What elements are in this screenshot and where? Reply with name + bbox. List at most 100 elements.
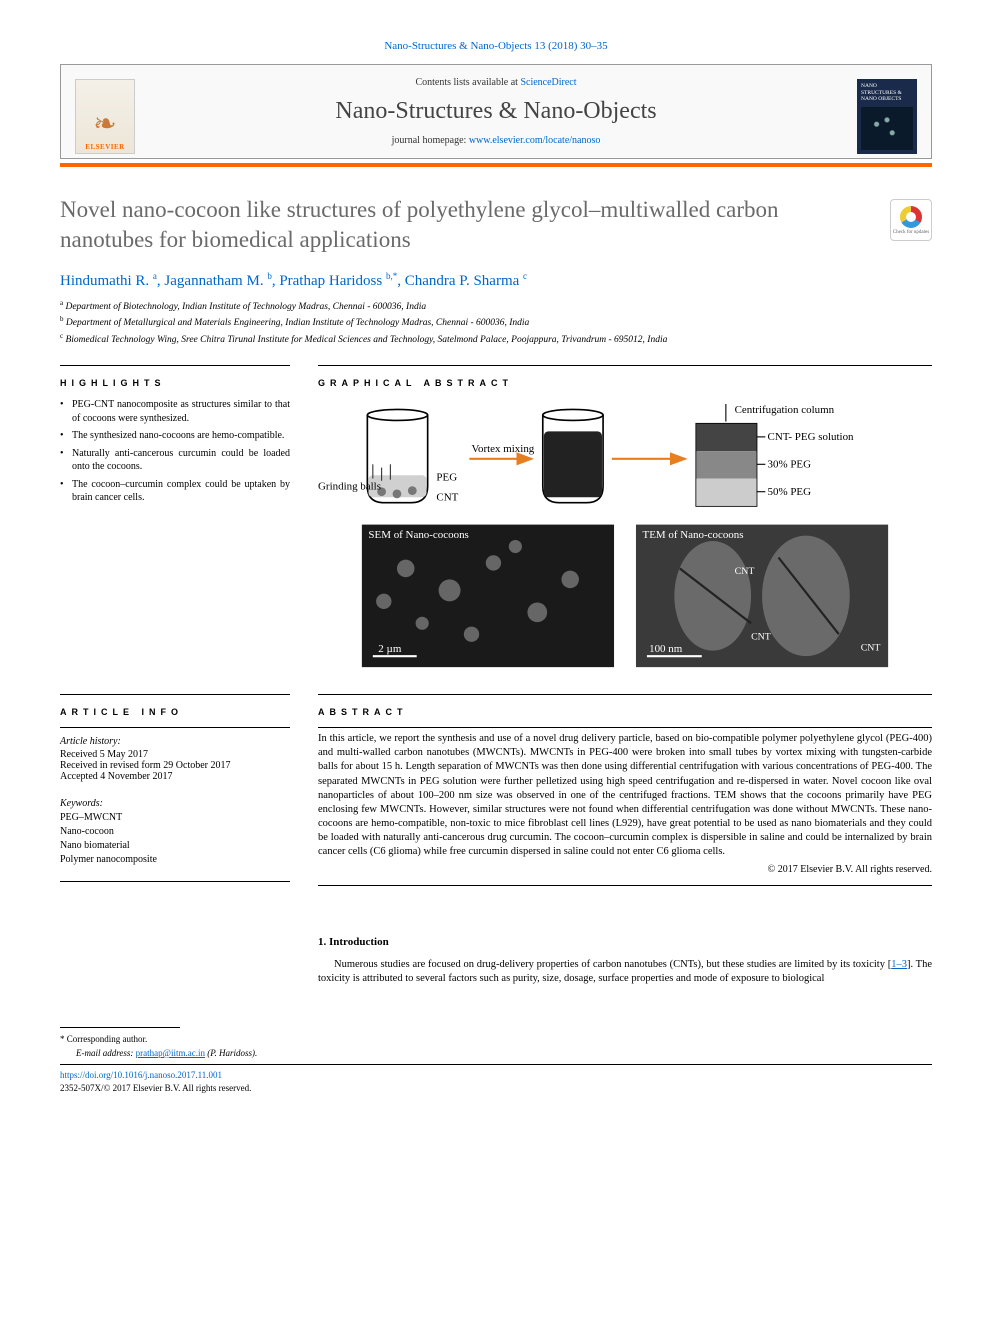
authors-line: Hindumathi R. a, Jagannatham M. b, Prath… <box>60 271 932 290</box>
ga-label-column: Centrifugation column <box>735 404 835 416</box>
sciencedirect-link[interactable]: ScienceDirect <box>520 77 576 88</box>
doi-link[interactable]: https://doi.org/10.1016/j.nanoso.2017.11… <box>60 1070 222 1080</box>
elsevier-text: ELSEVIER <box>85 143 124 151</box>
author: Jagannatham M. b <box>164 273 271 289</box>
journal-cover-thumbnail: NANO STRUCTURES & NANO OBJECTS <box>857 79 917 154</box>
history-label: Article history: <box>60 736 290 747</box>
author-name: Hindumathi R. <box>60 273 149 289</box>
highlight-item: PEG-CNT nanocomposite as structures simi… <box>60 398 290 425</box>
introduction-row: 1. Introduction Numerous studies are foc… <box>60 936 932 987</box>
ga-label-peg: PEG <box>436 472 457 484</box>
journal-header: ❧ ELSEVIER NANO STRUCTURES & NANO OBJECT… <box>60 64 932 159</box>
cover-image <box>861 107 913 150</box>
history-item: Received in revised form 29 October 2017 <box>60 760 290 771</box>
check-updates-badge[interactable]: Check for updates <box>890 199 932 241</box>
tem-image: TEM of Nano-cocoons CNT CNT CNT 100 nm <box>636 525 888 668</box>
page-footer: * Corresponding author. E-mail address: … <box>60 1027 932 1094</box>
journal-homepage-line: journal homepage: www.elsevier.com/locat… <box>61 135 931 146</box>
keywords-label: Keywords: <box>60 798 290 809</box>
contents-available-line: Contents lists available at ScienceDirec… <box>61 77 931 88</box>
ga-label-cnt-tem1: CNT <box>735 566 755 577</box>
email-line: E-mail address: prathap@iitm.ac.in (P. H… <box>60 1048 932 1058</box>
ga-label-peg50: 50% PEG <box>768 486 812 498</box>
author: Chandra P. Sharma c <box>405 273 527 289</box>
contents-prefix: Contents lists available at <box>415 77 520 88</box>
highlight-item: Naturally anti-cancerous curcumin could … <box>60 447 290 474</box>
author-name: Prathap Haridoss <box>279 273 382 289</box>
aff-sup: c <box>60 332 63 340</box>
affiliation: a Department of Biotechnology, Indian In… <box>60 298 932 314</box>
ga-scale-sem: 2 µm <box>378 643 402 655</box>
citation-link[interactable]: 1–3 <box>891 959 907 970</box>
ga-label-sol: CNT- PEG solution <box>768 431 855 443</box>
homepage-prefix: journal homepage: <box>392 135 469 146</box>
ga-label-cnt-tem2: CNT <box>751 632 771 643</box>
corr-text: Corresponding author. <box>67 1034 148 1044</box>
ga-label-cnt-tem3: CNT <box>861 643 881 654</box>
author-aff: b <box>267 271 272 281</box>
ga-label-sem: SEM of Nano-cocoons <box>368 529 468 541</box>
check-updates-label: Check for updates <box>893 230 929 235</box>
corresponding-author: * Corresponding author. <box>60 1034 932 1044</box>
centrifugation-column <box>696 424 756 506</box>
history-item: Accepted 4 November 2017 <box>60 771 290 782</box>
elsevier-tree-icon: ❧ <box>93 111 116 139</box>
beaker-middle <box>543 409 603 502</box>
ga-scale-tem: 100 nm <box>649 643 683 655</box>
ga-label-tem: TEM of Nano-cocoons <box>643 529 744 541</box>
footnote-rule <box>60 1027 180 1028</box>
article-info-heading: ARTICLE INFO <box>60 695 290 727</box>
rule <box>60 881 290 882</box>
rule <box>318 885 932 886</box>
aff-text: Biomedical Technology Wing, Sree Chitra … <box>65 335 667 345</box>
abstract-text: In this article, we report the synthesis… <box>318 728 932 860</box>
aff-sup: a <box>60 299 63 307</box>
info-abstract-row: ARTICLE INFO Article history: Received 5… <box>60 694 932 886</box>
keyword: Nano-cocoon <box>60 825 290 839</box>
highlights-heading: HIGHLIGHTS <box>60 366 290 398</box>
introduction-text: Numerous studies are focused on drug-del… <box>318 958 932 987</box>
check-updates-icon <box>900 206 922 228</box>
article-title: Novel nano-cocoon like structures of pol… <box>60 195 932 255</box>
author-name: Chandra P. Sharma <box>405 273 520 289</box>
email-author: (P. Haridoss). <box>207 1048 257 1058</box>
sem-image: SEM of Nano-cocoons 2 µm <box>362 525 614 668</box>
orange-divider <box>60 163 932 167</box>
corr-marker: * <box>60 1034 65 1044</box>
highlights-list: PEG-CNT nanocomposite as structures simi… <box>60 398 290 505</box>
history-item: Received 5 May 2017 <box>60 749 290 760</box>
author: Hindumathi R. a <box>60 273 157 289</box>
introduction-heading: 1. Introduction <box>318 936 932 948</box>
doi-block: https://doi.org/10.1016/j.nanoso.2017.11… <box>60 1064 932 1094</box>
intro-before: Numerous studies are focused on drug-del… <box>334 959 891 970</box>
keyword: Polymer nanocomposite <box>60 853 290 867</box>
issn-line: 2352-507X/© 2017 Elsevier B.V. All right… <box>60 1083 251 1093</box>
aff-text: Department of Biotechnology, Indian Inst… <box>65 302 426 312</box>
author-aff: a <box>153 271 157 281</box>
aff-text: Department of Metallurgical and Material… <box>66 318 529 328</box>
affiliations: a Department of Biotechnology, Indian In… <box>60 298 932 347</box>
elsevier-logo: ❧ ELSEVIER <box>75 79 135 154</box>
ga-label-vortex: Vortex mixing <box>472 443 535 455</box>
email-label: E-mail address: <box>76 1048 133 1058</box>
ga-label-grinding: Grinding balls <box>318 481 381 493</box>
ga-label-peg30: 30% PEG <box>768 459 812 471</box>
highlight-item: The cocoon–curcumin complex could be upt… <box>60 478 290 505</box>
email-link[interactable]: prathap@iitm.ac.in <box>136 1048 205 1058</box>
author: Prathap Haridoss b,* <box>279 273 397 289</box>
copyright-line: © 2017 Elsevier B.V. All rights reserved… <box>318 864 932 875</box>
aff-sup: b <box>60 315 64 323</box>
homepage-link[interactable]: www.elsevier.com/locate/nanoso <box>469 135 601 146</box>
author-name: Jagannatham M. <box>164 273 263 289</box>
graphical-abstract-heading: GRAPHICAL ABSTRACT <box>318 366 932 398</box>
affiliation: c Biomedical Technology Wing, Sree Chitr… <box>60 331 932 347</box>
keyword: PEG–MWCNT <box>60 811 290 825</box>
affiliation: b Department of Metallurgical and Materi… <box>60 314 932 330</box>
graphical-abstract-svg: Grinding balls PEG CNT Vortex mixing <box>318 404 932 678</box>
ga-label-cnt: CNT <box>436 491 458 503</box>
highlight-item: The synthesized nano-cocoons are hemo-co… <box>60 429 290 443</box>
author-aff: b,* <box>386 271 397 281</box>
journal-reference: Nano-Structures & Nano-Objects 13 (2018)… <box>60 40 932 52</box>
cover-title: NANO STRUCTURES & NANO OBJECTS <box>861 83 913 103</box>
graphical-abstract-figure: Grinding balls PEG CNT Vortex mixing <box>318 398 932 694</box>
